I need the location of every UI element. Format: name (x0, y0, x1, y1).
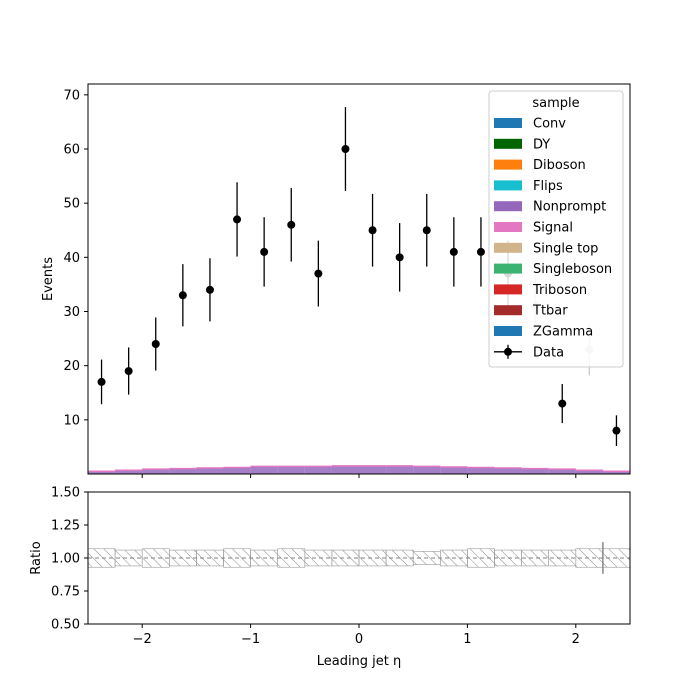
legend-marker (504, 347, 512, 356)
legend-label: Single top (533, 241, 598, 256)
ratio-y-tick-label: 0.75 (51, 585, 80, 600)
data-point (97, 377, 106, 386)
data-point (124, 367, 133, 376)
x-tick-label: 1 (463, 632, 471, 647)
legend-label: Diboson (533, 158, 586, 173)
data-point (395, 253, 404, 262)
data-point (287, 220, 296, 229)
x-tick-label: 0 (355, 632, 363, 647)
data-point (205, 285, 214, 294)
legend-swatch (494, 138, 522, 149)
legend-label: Flips (533, 179, 563, 194)
data-point (476, 247, 485, 256)
ratio-y-tick-label: 1.25 (51, 519, 80, 534)
legend-swatch (494, 326, 522, 336)
legend-swatch (494, 180, 522, 191)
legend-label: Nonprompt (533, 200, 606, 215)
mc-stack-bar (250, 466, 278, 474)
mc-stack-bar (386, 465, 414, 474)
y-tick-label: 30 (63, 305, 80, 320)
ratio-panel: 0.50 0.75 1.00 1.25 1.50 −2 −1 0 1 2 Ratio Leading … (29, 486, 631, 669)
legend-label: Triboson (532, 283, 587, 298)
mc-stack-bar (548, 469, 576, 474)
ratio-y-tick-label: 1.50 (51, 486, 80, 501)
legend-swatch (494, 263, 522, 274)
mc-stack-bar (277, 466, 305, 474)
y-tick-label: 70 (63, 88, 80, 103)
data-point (368, 226, 377, 235)
ratio-y-tick-label: 0.50 (51, 618, 80, 633)
data-point (178, 291, 187, 300)
data-point (558, 399, 567, 408)
data-point (612, 426, 621, 435)
data-point (314, 269, 323, 278)
x-axis-label: Leading jet η (317, 654, 402, 669)
y-tick-label: 60 (63, 143, 80, 158)
x-tick-label: −2 (133, 632, 152, 647)
y-axis-label: Events (41, 257, 56, 301)
ratio-y-axis-label: Ratio (29, 541, 44, 574)
mc-stack-bar (223, 467, 251, 474)
mc-stack-bar (467, 467, 495, 474)
data-point (151, 340, 160, 348)
ratio-y-tick-label: 1.00 (51, 552, 80, 567)
data-point (422, 226, 431, 235)
mc-stack-bar (115, 470, 143, 474)
mc-stack-bar (169, 468, 197, 474)
legend-label: ZGamma (533, 325, 593, 340)
legend-swatch (494, 284, 522, 295)
mc-stack-bar (440, 466, 468, 474)
mc-stack-bar (413, 466, 441, 474)
data-point (449, 247, 458, 256)
x-tick-label: −1 (241, 632, 260, 647)
mc-stack-bar (494, 468, 522, 474)
mc-stack-bar (331, 465, 359, 474)
legend-label: DY (533, 137, 550, 152)
legend-swatch (494, 201, 522, 212)
y-tick-label: 10 (63, 413, 80, 428)
mc-stack-bar (142, 469, 170, 474)
legend-label: Conv (533, 117, 566, 132)
legend: sample Conv DY Diboson Flips Nonprompt Signal S… (488, 90, 624, 368)
main-panel: 10 20 30 40 50 60 70 Events (41, 83, 631, 478)
y-tick-label: 20 (63, 359, 80, 374)
mc-stack-bar (304, 466, 332, 474)
legend-frame (488, 90, 624, 368)
legend-label: Data (533, 345, 564, 360)
y-tick-label: 50 (63, 197, 80, 212)
legend-swatch (494, 118, 522, 128)
y-tick-label: 40 (63, 251, 80, 266)
legend-swatch (494, 305, 522, 316)
legend-swatch (494, 242, 522, 253)
legend-title: sample (532, 96, 579, 111)
mc-stack-bar (88, 471, 116, 474)
legend-label: Signal (533, 221, 573, 236)
mc-stack-bar (196, 468, 224, 474)
legend-swatch (494, 222, 522, 232)
mc-stack-bar (602, 471, 630, 474)
legend-label: Singleboson (533, 262, 612, 277)
legend-label: Ttbar (532, 304, 568, 319)
data-point (233, 215, 242, 224)
mc-stack-bar (575, 470, 603, 474)
x-tick-label: 2 (572, 632, 580, 647)
data-point (341, 145, 350, 153)
mc-stack-bar (521, 468, 549, 474)
mc-stack-bar (359, 465, 387, 474)
legend-swatch (494, 159, 522, 170)
data-point (260, 247, 269, 256)
